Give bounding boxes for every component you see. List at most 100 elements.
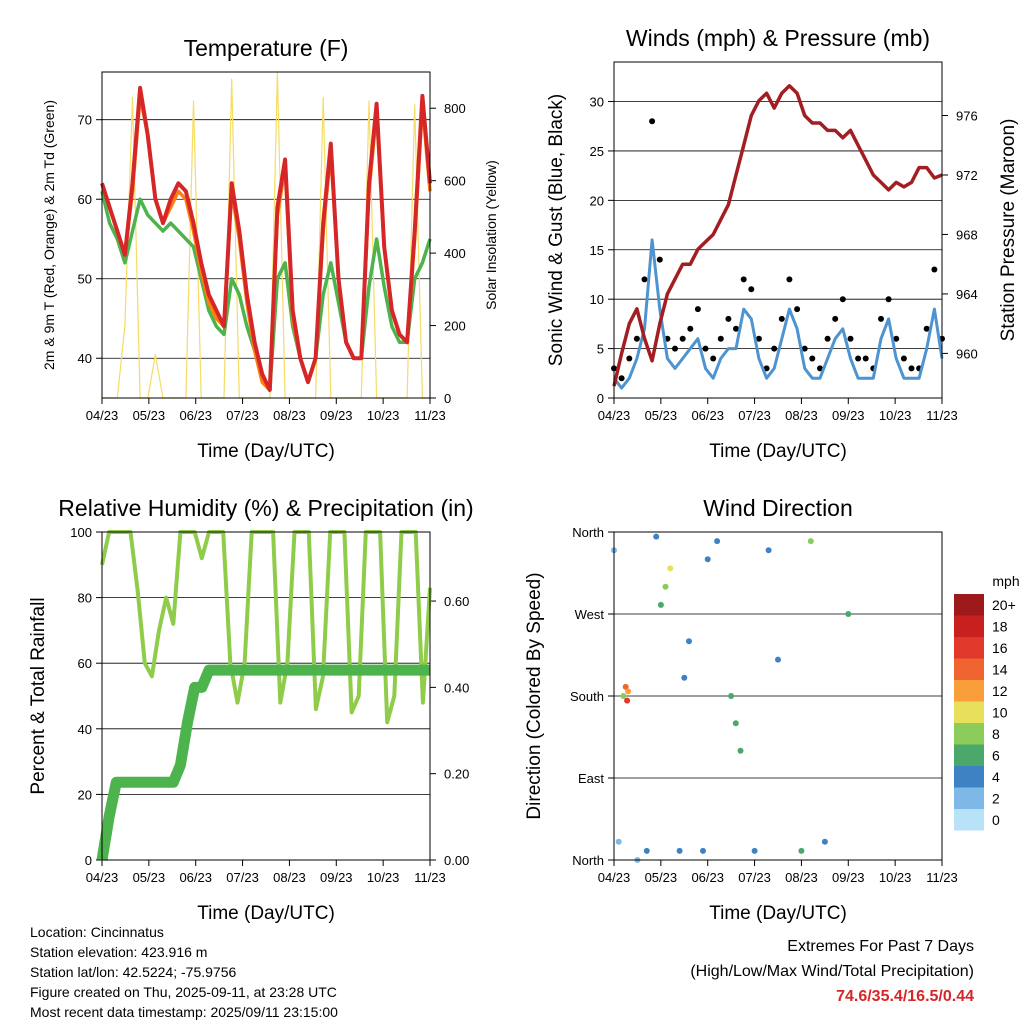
x-axis-label: Time (Day/UTC) xyxy=(709,441,847,462)
y2-axis-label: Solar Insolation (Yellow) xyxy=(483,160,499,310)
x-tick-label: 06/23 xyxy=(179,408,212,423)
location-text: Location: Cincinnatus xyxy=(30,924,164,940)
solar-insolation-series xyxy=(102,71,430,399)
direction-point xyxy=(676,847,683,854)
y2-tick-label: 400 xyxy=(444,246,466,261)
y-tick-label: 25 xyxy=(590,144,604,159)
x-tick-label: 04/23 xyxy=(598,408,631,423)
gust-point xyxy=(824,335,831,342)
legend-swatch xyxy=(954,809,984,831)
y2-tick-label: 800 xyxy=(444,101,466,116)
y-tick-label: 100 xyxy=(70,525,92,540)
y-tick-label: 40 xyxy=(78,722,92,737)
y2-tick-label: 0.40 xyxy=(444,680,469,695)
legend-label: 6 xyxy=(992,748,1000,764)
extremes-subtitle: (High/Low/Max Wind/Total Precipitation) xyxy=(690,963,974,980)
station-info: Location: Cincinnatus Station elevation:… xyxy=(30,922,338,1022)
gust-point xyxy=(702,345,709,352)
x-tick-label: 04/23 xyxy=(86,408,119,423)
y-axis-label: Percent & Total Rainfall xyxy=(28,597,49,794)
gust-point xyxy=(847,335,854,342)
recent-data-text: Most recent data timestamp: 2025/09/11 2… xyxy=(30,1004,338,1020)
x-axis-label: Time (Day/UTC) xyxy=(709,903,847,924)
gust-point xyxy=(656,256,663,263)
x-tick-label: 05/23 xyxy=(133,870,166,885)
y-axis-label: 2m & 9m T (Red, Orange) & 2m Td (Green) xyxy=(41,100,57,370)
y-axis-label: Sonic Wind & Gust (Blue, Black) xyxy=(546,94,567,366)
gust-point xyxy=(839,296,846,303)
x-tick-label: 09/23 xyxy=(320,408,353,423)
direction-point xyxy=(732,720,739,727)
x-tick-label: 11/23 xyxy=(414,408,446,423)
y-tick-label: 70 xyxy=(78,113,92,128)
gust-point xyxy=(862,355,869,362)
x-tick-label: 06/23 xyxy=(691,870,724,885)
direction-point xyxy=(798,847,805,854)
y2-tick-label: 0.20 xyxy=(444,767,469,782)
y-tick-label: 50 xyxy=(78,272,92,287)
chart-title: Relative Humidity (%) & Precipitation (i… xyxy=(58,495,473,521)
gust-point xyxy=(641,276,648,283)
gust-point xyxy=(740,276,747,283)
plot-frame xyxy=(101,531,431,861)
legend-swatch xyxy=(954,766,984,788)
legend-label: 12 xyxy=(992,683,1008,699)
x-tick-label: 07/23 xyxy=(226,408,259,423)
y2-tick-label: 0.00 xyxy=(444,853,469,868)
y-tick-label: 30 xyxy=(590,95,604,110)
y-tick-label: 0 xyxy=(597,391,604,406)
gust-point xyxy=(649,118,656,125)
y2-tick-label: 0.60 xyxy=(444,594,469,609)
legend-label: 16 xyxy=(992,640,1008,656)
x-tick-label: 08/23 xyxy=(273,408,306,423)
chart-title: Wind Direction xyxy=(703,495,853,521)
x-tick-label: 11/23 xyxy=(414,870,446,885)
legend-label: 14 xyxy=(992,662,1008,678)
gust-point xyxy=(687,325,694,332)
direction-tick-label: South xyxy=(570,689,604,704)
chart-title: Temperature (F) xyxy=(184,35,349,61)
legend-title: mph xyxy=(992,573,1019,589)
direction-point xyxy=(620,693,627,699)
x-tick-label: 07/23 xyxy=(226,870,259,885)
direction-tick-label: West xyxy=(575,607,605,622)
x-tick-label: 11/23 xyxy=(926,870,958,885)
x-tick-label: 05/23 xyxy=(645,408,678,423)
direction-point xyxy=(737,747,744,754)
relative-humidity-series xyxy=(100,530,432,725)
gust-point xyxy=(633,335,640,342)
x-tick-label: 10/23 xyxy=(879,870,912,885)
direction-point xyxy=(700,847,706,854)
gust-point xyxy=(725,315,732,322)
dewpoint-2m-series xyxy=(100,190,432,392)
legend-swatch xyxy=(954,637,984,659)
gust-point xyxy=(748,286,755,293)
gust-point xyxy=(679,335,686,342)
y-tick-label: 60 xyxy=(78,192,92,207)
direction-point xyxy=(662,583,669,590)
legend-label: 10 xyxy=(992,705,1008,721)
gust-point xyxy=(893,335,900,342)
direction-point xyxy=(686,638,692,645)
extremes-title: Extremes For Past 7 Days xyxy=(787,938,974,955)
gust-point xyxy=(885,296,892,303)
direction-tick-label: East xyxy=(578,771,604,786)
y2-tick-label: 200 xyxy=(444,319,466,334)
x-tick-label: 10/23 xyxy=(879,408,912,423)
x-tick-label: 11/23 xyxy=(926,408,958,423)
x-tick-label: 06/23 xyxy=(691,408,724,423)
gust-point xyxy=(908,365,915,372)
legend-label: 2 xyxy=(992,791,1000,807)
station-pressure-series xyxy=(612,84,943,387)
direction-point xyxy=(714,538,721,545)
y-axis-label: Direction (Colored By Speed) xyxy=(524,572,545,819)
gust-point xyxy=(717,335,724,342)
gust-point xyxy=(710,355,717,362)
x-tick-label: 09/23 xyxy=(832,408,865,423)
gust-point xyxy=(763,365,770,372)
y-tick-label: 40 xyxy=(78,351,92,366)
direction-point xyxy=(821,838,828,845)
plot-frame xyxy=(613,61,943,399)
created-text: Figure created on Thu, 2025-09-11, at 23… xyxy=(30,984,337,1000)
x-axis-label: Time (Day/UTC) xyxy=(197,441,335,462)
